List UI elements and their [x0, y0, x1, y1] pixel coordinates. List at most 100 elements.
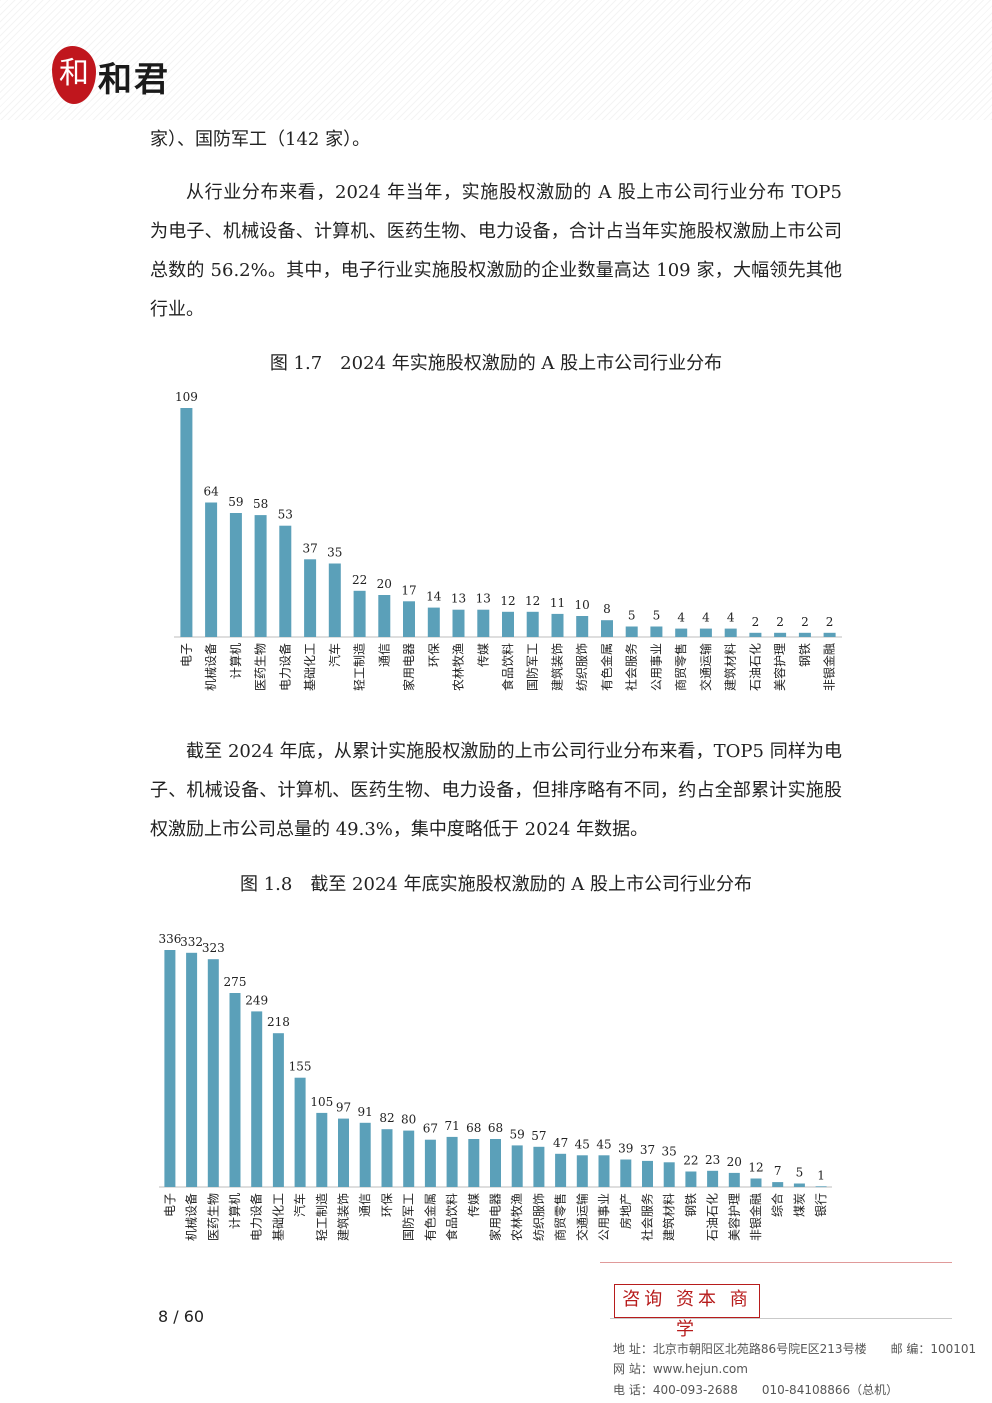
- footer-badge: 咨询 资本 商学: [614, 1284, 760, 1340]
- bar-16: [551, 613, 564, 637]
- bar-25: [774, 632, 787, 637]
- data-label-25: 22: [683, 1154, 698, 1168]
- data-label-30: 5: [796, 1166, 804, 1180]
- category-label-23: 社会服务: [640, 1193, 655, 1241]
- category-label-8: 轻工制造: [315, 1193, 329, 1241]
- data-label-11: 14: [426, 590, 442, 604]
- category-label-20: 公用事业: [649, 643, 663, 691]
- data-label-13: 13: [476, 592, 491, 606]
- bar-6: [304, 559, 317, 637]
- bar-1: [180, 408, 193, 637]
- bar-chart-cumulative: 336 电子 332 机械设备 323 医药生物 275 计算机 249 电力设备 218 基础化工 1…: [158, 932, 832, 1241]
- data-label-26: 23: [705, 1153, 720, 1167]
- bar-15: [468, 1139, 480, 1187]
- category-label-12: 国防军工: [401, 1193, 416, 1241]
- category-label-7: 汽车: [327, 643, 342, 667]
- data-label-15: 68: [466, 1121, 481, 1135]
- category-label-18: 有色金属: [599, 643, 614, 691]
- data-label-3: 323: [202, 941, 225, 955]
- category-label-22: 交通运输: [698, 643, 713, 691]
- data-label-29: 7: [774, 1164, 782, 1178]
- page-number: 8 / 60: [158, 1307, 205, 1326]
- footer-divider: [610, 1318, 952, 1319]
- footer-divider-red: [600, 1262, 952, 1263]
- category-label-8: 轻工制造: [353, 643, 367, 691]
- bar-11: [381, 1129, 393, 1187]
- category-label-15: 传媒: [466, 1193, 481, 1217]
- bar-14: [446, 1136, 458, 1187]
- category-label-19: 社会服务: [624, 643, 639, 691]
- bar-7: [294, 1077, 306, 1187]
- category-label-2: 机械设备: [203, 643, 218, 691]
- category-label-30: 煤炭: [792, 1193, 806, 1217]
- bar-23: [724, 628, 737, 637]
- category-label-10: 家用电器: [401, 643, 416, 691]
- category-label-11: 环保: [427, 643, 441, 667]
- category-label-5: 电力设备: [250, 1193, 264, 1241]
- data-label-6: 218: [267, 1015, 290, 1029]
- bar-21: [598, 1155, 610, 1187]
- data-label-3: 59: [228, 495, 243, 509]
- data-label-8: 22: [352, 573, 367, 587]
- bar-11: [427, 607, 440, 637]
- bar-27: [728, 1172, 740, 1187]
- bar-24: [749, 632, 762, 637]
- data-label-19: 47: [553, 1136, 568, 1150]
- bar-13: [477, 609, 490, 637]
- data-label-9: 97: [336, 1101, 351, 1115]
- category-label-31: 银行: [814, 1193, 828, 1217]
- bar-8: [353, 590, 366, 637]
- bar-15: [526, 611, 539, 637]
- category-label-7: 汽车: [292, 1193, 307, 1217]
- bar-17: [576, 616, 589, 637]
- paragraph-industry-cumulative: 截至 2024 年底，从累计实施股权激励的上市公司行业分布来看，TOP5 同样为…: [150, 741, 842, 840]
- data-label-6: 37: [302, 541, 317, 555]
- bar-22: [699, 628, 712, 637]
- data-label-5: 53: [278, 508, 293, 522]
- figure-caption-1-7: 图 1.7 2024 年实施股权激励的 A 股上市公司行业分布: [269, 353, 723, 374]
- data-label-7: 155: [289, 1060, 312, 1074]
- bar-20: [650, 626, 663, 637]
- data-label-28: 12: [748, 1161, 763, 1175]
- category-label-9: 建筑装饰: [336, 1193, 351, 1241]
- category-label-23: 建筑材料: [723, 643, 738, 691]
- data-label-25: 2: [776, 615, 784, 629]
- data-label-15: 12: [525, 594, 540, 608]
- bar-25: [685, 1171, 697, 1187]
- data-label-10: 91: [358, 1105, 373, 1119]
- category-label-11: 环保: [380, 1193, 394, 1217]
- data-label-14: 71: [444, 1119, 459, 1133]
- data-label-20: 5: [653, 609, 661, 623]
- data-label-1: 109: [175, 390, 198, 404]
- bar-chart-2024: 109电子64机械设备59计算机58医药生物53电力设备37基础化工35汽车22…: [174, 390, 842, 691]
- bar-9: [378, 595, 391, 637]
- category-label-16: 建筑装饰: [550, 643, 565, 691]
- footer-website: 网 站：www.hejun.com: [613, 1362, 748, 1376]
- data-label-24: 35: [662, 1144, 677, 1158]
- data-label-17: 59: [510, 1127, 525, 1141]
- category-label-9: 通信: [377, 643, 391, 667]
- bar-18: [533, 1146, 545, 1187]
- bar-20: [576, 1155, 588, 1187]
- data-label-12: 80: [401, 1113, 416, 1127]
- bar-29: [772, 1182, 784, 1187]
- bar-3: [207, 959, 219, 1187]
- data-label-10: 17: [401, 583, 416, 597]
- footer-phone: 电 话：400-093-2688 010-84108866（总机）: [613, 1383, 899, 1397]
- category-label-6: 基础化工: [271, 1193, 285, 1241]
- data-label-4: 58: [253, 497, 268, 511]
- data-label-27: 20: [727, 1155, 742, 1169]
- category-label-3: 计算机: [228, 643, 243, 679]
- data-label-7: 35: [327, 546, 342, 560]
- bar-1: [164, 950, 176, 1187]
- data-label-18: 8: [603, 602, 611, 616]
- data-label-31: 1: [817, 1168, 825, 1182]
- bar-4: [229, 993, 241, 1187]
- category-label-13: 传媒: [475, 643, 490, 667]
- bar-12: [403, 1130, 415, 1187]
- data-label-4: 275: [224, 975, 247, 989]
- bar-30: [793, 1183, 805, 1187]
- category-label-17: 纺织服饰: [575, 643, 589, 691]
- data-label-12: 13: [451, 592, 466, 606]
- bar-27: [823, 632, 836, 637]
